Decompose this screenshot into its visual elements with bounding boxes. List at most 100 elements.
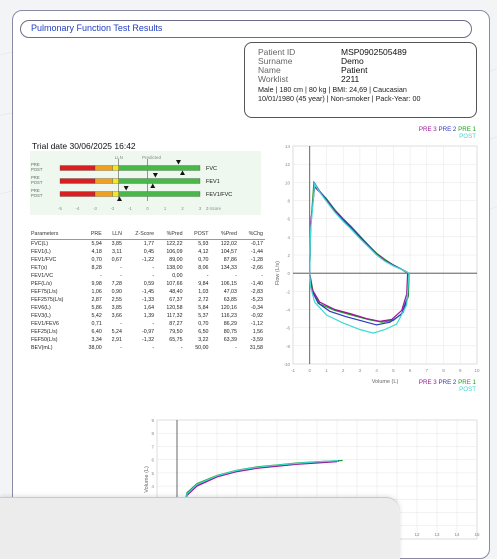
x-tick-label: 5 bbox=[392, 368, 395, 373]
zscore-post-marker bbox=[117, 196, 122, 201]
zscore-band bbox=[59, 178, 96, 184]
flow-volume-legend: PRE 3 PRE 2 PRE 1 POST bbox=[380, 126, 476, 140]
volume-time-legend: PRE 3 PRE 2 PRE 1 POST bbox=[380, 379, 476, 393]
report-title-bar: Pulmonary Function Test Results bbox=[20, 20, 472, 38]
zscore-band bbox=[112, 191, 119, 197]
zscore-pre-marker bbox=[123, 186, 129, 191]
predicted-label: Predicted bbox=[142, 155, 162, 160]
table-cell: FEF2575(L/s) bbox=[31, 296, 64, 303]
y-tick-label: 6 bbox=[287, 217, 290, 222]
zscore-tick: -5 bbox=[58, 206, 62, 211]
x-tick-label: 14 bbox=[454, 532, 460, 537]
zscore-tick: -1 bbox=[128, 206, 132, 211]
x-tick-label: 13 bbox=[434, 532, 440, 537]
table-cell: PEF(L/s) bbox=[31, 280, 52, 287]
table-cell: 63,85 bbox=[223, 296, 237, 303]
legend-pre1: PRE 1 bbox=[458, 379, 476, 386]
table-header-1: PRE bbox=[79, 229, 104, 240]
x-tick-label: 3 bbox=[359, 368, 362, 373]
lln-label: LLN bbox=[115, 155, 123, 160]
zscore-axis-unit: Z-Score bbox=[206, 206, 222, 211]
table-row: FEV1/FEV6 0,71 - - 87,27 0,70 86,29 -1,12 bbox=[31, 320, 265, 328]
y-tick-label: 7 bbox=[151, 444, 154, 449]
zscore-tick: -4 bbox=[76, 206, 80, 211]
zscore-pre-label: PRE bbox=[31, 175, 40, 180]
table-cell: 6,50 bbox=[198, 328, 209, 335]
table-cell: - bbox=[152, 344, 155, 351]
name-label: Name bbox=[258, 65, 281, 75]
table-row: BEV(mL) 38,00 - - - 50,00 - 31,58 bbox=[31, 344, 265, 352]
table-cell: - bbox=[100, 272, 102, 279]
y-tick-label: -6 bbox=[286, 326, 290, 331]
table-cell: 8,28 bbox=[91, 264, 102, 271]
table-cell: - bbox=[120, 320, 122, 327]
x-tick-label: 4 bbox=[375, 368, 378, 373]
table-cell: - bbox=[261, 272, 263, 279]
table-cell: FVC(L) bbox=[31, 240, 49, 247]
table-cell: 86,29 bbox=[223, 320, 237, 327]
table-cell: 2,72 bbox=[198, 296, 209, 303]
table-body: FVC(L) 5,94 3,85 1,77 122,22 5,93 122,02 -0,17 F… bbox=[31, 239, 265, 352]
table-cell: 0,71 bbox=[91, 320, 102, 327]
patient-history: 10/01/1980 (45 year) | Non-smoker | Pack… bbox=[258, 94, 421, 103]
table-cell: 122,02 bbox=[220, 240, 237, 247]
x-tick-label: 10 bbox=[474, 368, 480, 373]
table-cell: 120,58 bbox=[166, 304, 183, 311]
y-tick-label: -10 bbox=[283, 362, 290, 367]
zscore-pre-label: PRE bbox=[31, 188, 40, 193]
y-tick-label: 8 bbox=[287, 199, 290, 204]
x-tick-label: 7 bbox=[426, 368, 429, 373]
table-cell: 48,40 bbox=[169, 288, 183, 295]
table-cell: 5,37 bbox=[198, 312, 209, 319]
zscore-tick: -2 bbox=[111, 206, 115, 211]
parameters-table: Parameters PRE LLN Z-Score %Pred POST %Pred %Ch… bbox=[31, 229, 265, 352]
table-cell: 117,32 bbox=[166, 312, 183, 319]
table-header-2: LLN bbox=[103, 229, 124, 240]
table-cell: - bbox=[152, 272, 155, 279]
table-cell: -0,17 bbox=[250, 240, 263, 247]
zscore-tick: -3 bbox=[93, 206, 97, 211]
x-tick-label: -1 bbox=[291, 368, 295, 373]
legend-pre1: PRE 1 bbox=[458, 126, 476, 133]
zscore-tick: 3 bbox=[199, 206, 202, 211]
y-tick-label: 0 bbox=[287, 271, 290, 276]
table-row: FEV1/FVC 0,70 0,67 -1,22 89,00 0,70 87,86 -1,28 bbox=[31, 256, 265, 264]
y-tick-label: 5 bbox=[151, 471, 154, 476]
y-tick-label: 14 bbox=[285, 144, 291, 149]
table-cell: 5,93 bbox=[198, 240, 209, 247]
table-cell: -1,33 bbox=[142, 296, 155, 303]
table-cell: 0,70 bbox=[198, 256, 209, 263]
table-cell: 3,85 bbox=[111, 240, 122, 247]
table-cell: 4,18 bbox=[91, 248, 102, 255]
legend-pre2: PRE 2 bbox=[438, 126, 457, 133]
table-header-4: %Pred bbox=[156, 229, 185, 240]
zscore-band bbox=[94, 178, 113, 184]
x-tick-label: 12 bbox=[414, 532, 420, 537]
zscore-band bbox=[118, 191, 201, 197]
y-tick-label: 4 bbox=[151, 484, 154, 489]
table-cell: 9,84 bbox=[198, 280, 209, 287]
legend-post: POST bbox=[459, 386, 476, 393]
table-cell: 5,84 bbox=[198, 304, 209, 311]
patient-id-value: MSP0902505489 bbox=[341, 47, 407, 57]
table-header-row: Parameters PRE LLN Z-Score %Pred POST %Pred %Ch… bbox=[31, 229, 265, 240]
zscore-tick: 0 bbox=[146, 206, 149, 211]
table-cell: - bbox=[206, 272, 209, 279]
table-cell: FEV1/VC bbox=[31, 272, 54, 279]
table-cell: 116,23 bbox=[221, 312, 237, 319]
table-cell: -1,28 bbox=[250, 256, 263, 263]
table-cell: FEV3(L) bbox=[31, 312, 51, 319]
table-cell: 1,64 bbox=[143, 304, 155, 311]
table-cell: -5,23 bbox=[250, 296, 263, 303]
x-tick-label: 0 bbox=[308, 368, 311, 373]
table-cell: 2,87 bbox=[91, 296, 102, 303]
zscore-param-name: FEV1 bbox=[206, 179, 220, 185]
report-title: Pulmonary Function Test Results bbox=[31, 23, 163, 33]
table-header-7: %Chg bbox=[238, 229, 265, 240]
table-cell: -0,34 bbox=[250, 304, 263, 311]
zscore-pre-label: PRE bbox=[31, 162, 40, 167]
y-tick-label: 10 bbox=[285, 180, 291, 185]
table-cell: -2,83 bbox=[250, 288, 263, 295]
table-cell: 107,66 bbox=[166, 280, 183, 287]
overlay-panel[interactable] bbox=[0, 497, 400, 559]
